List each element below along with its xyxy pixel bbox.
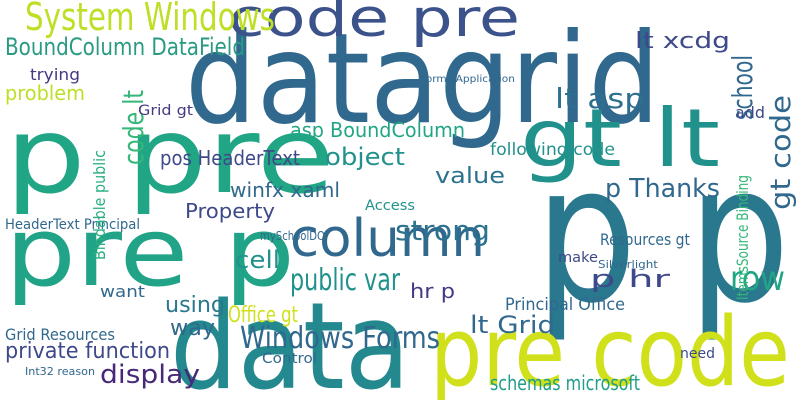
word: Windows Forms — [240, 321, 440, 356]
word: Forms Application — [420, 74, 515, 85]
word: asp BoundColumn — [290, 118, 465, 142]
word: using — [165, 293, 225, 318]
word: cell — [235, 246, 280, 274]
word: lt xcdg — [635, 29, 730, 54]
word: Office gt — [228, 303, 298, 328]
word: Silverlight — [598, 258, 659, 271]
word: ItemsSource Binding — [733, 175, 752, 300]
word: Property — [185, 199, 275, 223]
word: object — [325, 143, 405, 171]
word: Int32 reason — [25, 365, 95, 378]
word: pos HeaderText — [160, 146, 300, 170]
word: schemas microsoft — [490, 371, 640, 395]
word: pre p — [5, 198, 295, 308]
word: problem — [5, 81, 85, 105]
word: HeaderText Principal — [5, 217, 140, 233]
word: data — [170, 278, 410, 400]
word: winfx xaml — [230, 178, 340, 202]
word: mySchoolDO — [260, 229, 325, 243]
word: strong — [395, 214, 490, 247]
word: hr p — [410, 279, 455, 303]
word: p pre — [5, 95, 335, 217]
word: datagrid — [185, 7, 660, 152]
word: gt code — [764, 95, 797, 210]
word: Bindable public — [90, 150, 109, 260]
word: need — [680, 346, 715, 362]
word: Resources gt — [600, 230, 690, 249]
word: pre code — [430, 298, 790, 400]
word: Grid gt — [138, 103, 194, 119]
word: Control — [262, 351, 317, 367]
word: Principal Office — [505, 295, 625, 315]
word: lt Grid — [470, 311, 555, 339]
word: column — [290, 209, 485, 269]
word: way — [170, 316, 215, 341]
word: private function — [5, 339, 170, 364]
word: value — [435, 164, 505, 189]
word: p hr — [590, 265, 670, 293]
word: System Windows — [25, 0, 275, 39]
word: Access — [365, 198, 415, 214]
word: p p — [535, 124, 790, 345]
word: Grid Resources — [5, 325, 115, 344]
word: want — [100, 282, 145, 301]
word: display — [100, 360, 200, 390]
word: make — [558, 250, 598, 266]
word: trying — [30, 65, 80, 84]
word: code lt — [117, 90, 150, 165]
word: lt asp — [555, 82, 645, 115]
word: public var — [290, 263, 400, 298]
word: following code — [490, 140, 615, 160]
word: add — [735, 103, 765, 122]
word: school — [726, 55, 759, 120]
word: p Thanks — [605, 174, 720, 204]
word: row — [730, 259, 785, 299]
word: gt lt — [520, 92, 720, 185]
word: code pre — [228, 0, 520, 49]
word: BoundColumn DataField — [5, 33, 245, 61]
